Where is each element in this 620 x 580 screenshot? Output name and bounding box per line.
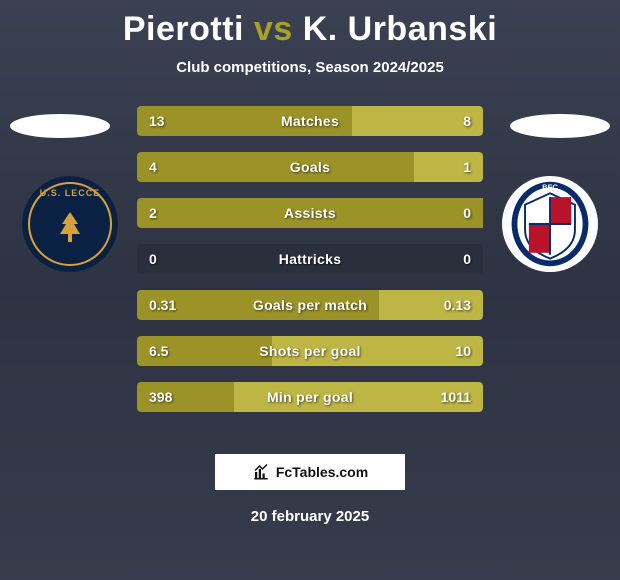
stat-row: 138Matches bbox=[137, 106, 483, 136]
stat-label: Assists bbox=[137, 205, 483, 221]
team2-badge: BFC bbox=[502, 176, 598, 272]
vs-label: vs bbox=[254, 10, 293, 48]
player2-stand bbox=[510, 114, 610, 138]
stat-row: 3981011Min per goal bbox=[137, 382, 483, 412]
brand-box: FcTables.com bbox=[215, 454, 405, 490]
player2-name: K. Urbanski bbox=[303, 10, 497, 48]
stat-label: Hattricks bbox=[137, 251, 483, 267]
stat-label: Matches bbox=[137, 113, 483, 129]
svg-text:BFC: BFC bbox=[542, 182, 558, 191]
stat-row: 20Assists bbox=[137, 198, 483, 228]
subtitle: Club competitions, Season 2024/2025 bbox=[0, 59, 620, 76]
comparison-panel: U.S. LECCE BFC 138Matches 41Goals 20Assist… bbox=[0, 106, 620, 436]
tree-icon bbox=[50, 208, 90, 248]
stat-label: Goals per match bbox=[137, 297, 483, 313]
team1-badge-text: U.S. LECCE bbox=[22, 188, 118, 198]
player1-stand bbox=[10, 114, 110, 138]
stat-bars: 138Matches 41Goals 20Assists 00Hattricks 0.3… bbox=[137, 106, 483, 428]
stat-row: 41Goals bbox=[137, 152, 483, 182]
shield-icon: BFC bbox=[502, 176, 598, 272]
brand-label: FcTables.com bbox=[276, 464, 368, 480]
chart-icon bbox=[252, 463, 270, 481]
stat-label: Min per goal bbox=[137, 389, 483, 405]
player1-name: Pierotti bbox=[123, 10, 244, 48]
comparison-title: Pierotti vs K. Urbanski bbox=[0, 0, 620, 49]
stat-row: 6.510Shots per goal bbox=[137, 336, 483, 366]
stat-row: 0.310.13Goals per match bbox=[137, 290, 483, 320]
stat-label: Shots per goal bbox=[137, 343, 483, 359]
stat-row: 00Hattricks bbox=[137, 244, 483, 274]
team1-badge: U.S. LECCE bbox=[22, 176, 118, 272]
date-label: 20 february 2025 bbox=[0, 508, 620, 525]
stat-label: Goals bbox=[137, 159, 483, 175]
